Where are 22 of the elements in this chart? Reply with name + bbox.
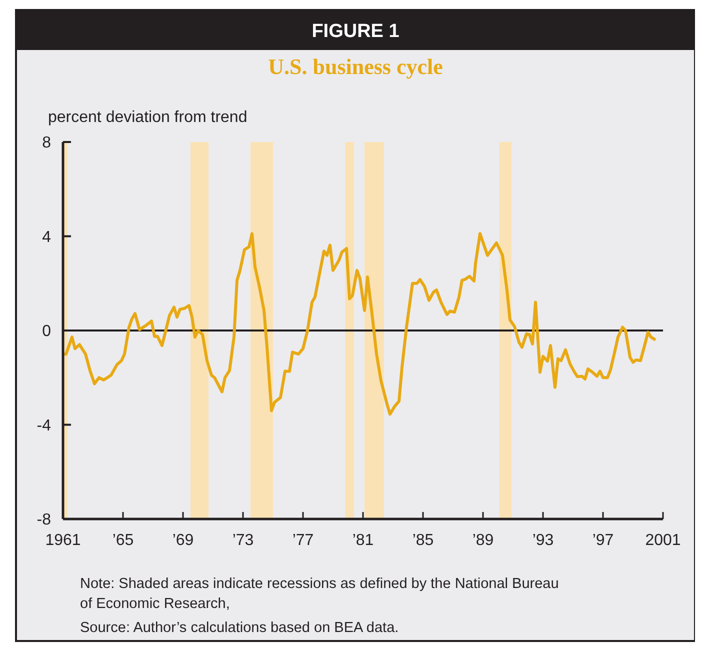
y-tick-label: -8	[36, 512, 52, 529]
y-tick-label: 8	[42, 134, 52, 152]
x-tick-label: ’97	[592, 532, 614, 549]
x-tick-label: ’69	[172, 532, 194, 549]
x-tick-label: 2001	[645, 532, 681, 549]
x-tick-label: ’85	[412, 532, 434, 549]
source-note: Source: Author’s calculations based on BEA data.	[80, 620, 399, 636]
x-tick-label: ’89	[472, 532, 494, 549]
x-tick-label: ’65	[112, 532, 134, 549]
y-axis-title: percent deviation from trend	[48, 109, 248, 126]
chart-title: FIGURE 1	[312, 21, 400, 42]
y-tick-label: 4	[42, 228, 52, 246]
y-tick-label: 0	[42, 323, 52, 340]
line-series	[62, 232, 657, 416]
x-tick-label: ’77	[292, 532, 314, 549]
x-tick-label: ’93	[532, 532, 554, 549]
x-tick-label: ’73	[232, 532, 254, 549]
x-tick-label: 1961	[45, 532, 81, 549]
text: Note: Shaded areas indicate recessions as defined by the National Bureau of Economic Research,	[80, 576, 559, 612]
chart-subtitle: U.S. business cycle	[268, 54, 444, 79]
y-tick-label: -4	[36, 417, 52, 434]
x-tick-label: ’81	[352, 532, 374, 549]
